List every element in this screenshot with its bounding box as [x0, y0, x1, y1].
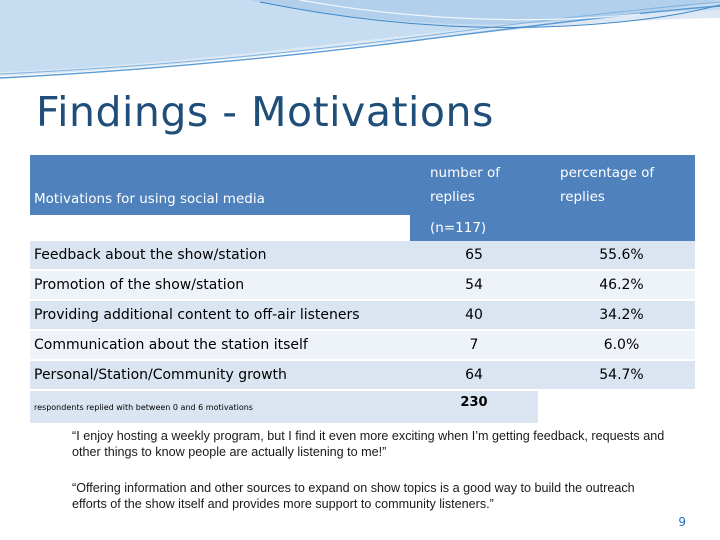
row-label: Providing additional content to off-air … [30, 300, 410, 331]
row-label: Feedback about the show/station [30, 241, 410, 271]
header-percent-line1: percentage of [560, 165, 655, 181]
table-subheader-row: (n=117) [30, 215, 695, 241]
header-percent-line2: replies [560, 189, 605, 205]
total-count: 230 [410, 390, 538, 423]
row-percent: 54.7% [538, 360, 695, 391]
header-number-line1: number of [430, 165, 500, 181]
table-row: Personal/Station/Community growth 64 54.7% [30, 360, 695, 391]
row-label: Personal/Station/Community growth [30, 360, 410, 391]
quote-1: “I enjoy hosting a weekly program, but I… [72, 429, 665, 459]
row-percent: 34.2% [538, 300, 695, 331]
motivations-table: Motivations for using social media numbe… [30, 155, 695, 423]
row-percent: 55.6% [538, 241, 695, 271]
table-row: Communication about the station itself 7 6… [30, 330, 695, 361]
decorative-header-swoosh [0, 0, 720, 79]
row-percent: 6.0% [538, 330, 695, 361]
row-count: 65 [410, 241, 538, 271]
table-footer-row: respondents replied with between 0 and 6… [30, 390, 695, 423]
row-label: Promotion of the show/station [30, 270, 410, 301]
footnote: respondents replied with between 0 and 6… [30, 390, 410, 423]
row-label: Communication about the station itself [30, 330, 410, 361]
header-number-of-replies: number of replies [410, 155, 538, 215]
table-row: Providing additional content to off-air … [30, 300, 695, 331]
row-count: 40 [410, 300, 538, 331]
row-count: 64 [410, 360, 538, 391]
table-row: Feedback about the show/station 65 55.6% [30, 241, 695, 271]
quote-2: “Offering information and other sources … [72, 481, 635, 511]
table-header-row: Motivations for using social media numbe… [30, 155, 695, 215]
header-sample-size: (n=117) [410, 215, 538, 241]
table-row: Promotion of the show/station 54 46.2% [30, 270, 695, 301]
header-number-line2: replies [430, 189, 475, 205]
header-percentage-of-replies: percentage of replies [538, 155, 695, 215]
row-count: 54 [410, 270, 538, 301]
row-count: 7 [410, 330, 538, 361]
page-number: 9 [678, 515, 686, 529]
slide-title: Findings - Motivations [36, 88, 494, 136]
row-percent: 46.2% [538, 270, 695, 301]
header-motivations: Motivations for using social media [34, 191, 265, 207]
